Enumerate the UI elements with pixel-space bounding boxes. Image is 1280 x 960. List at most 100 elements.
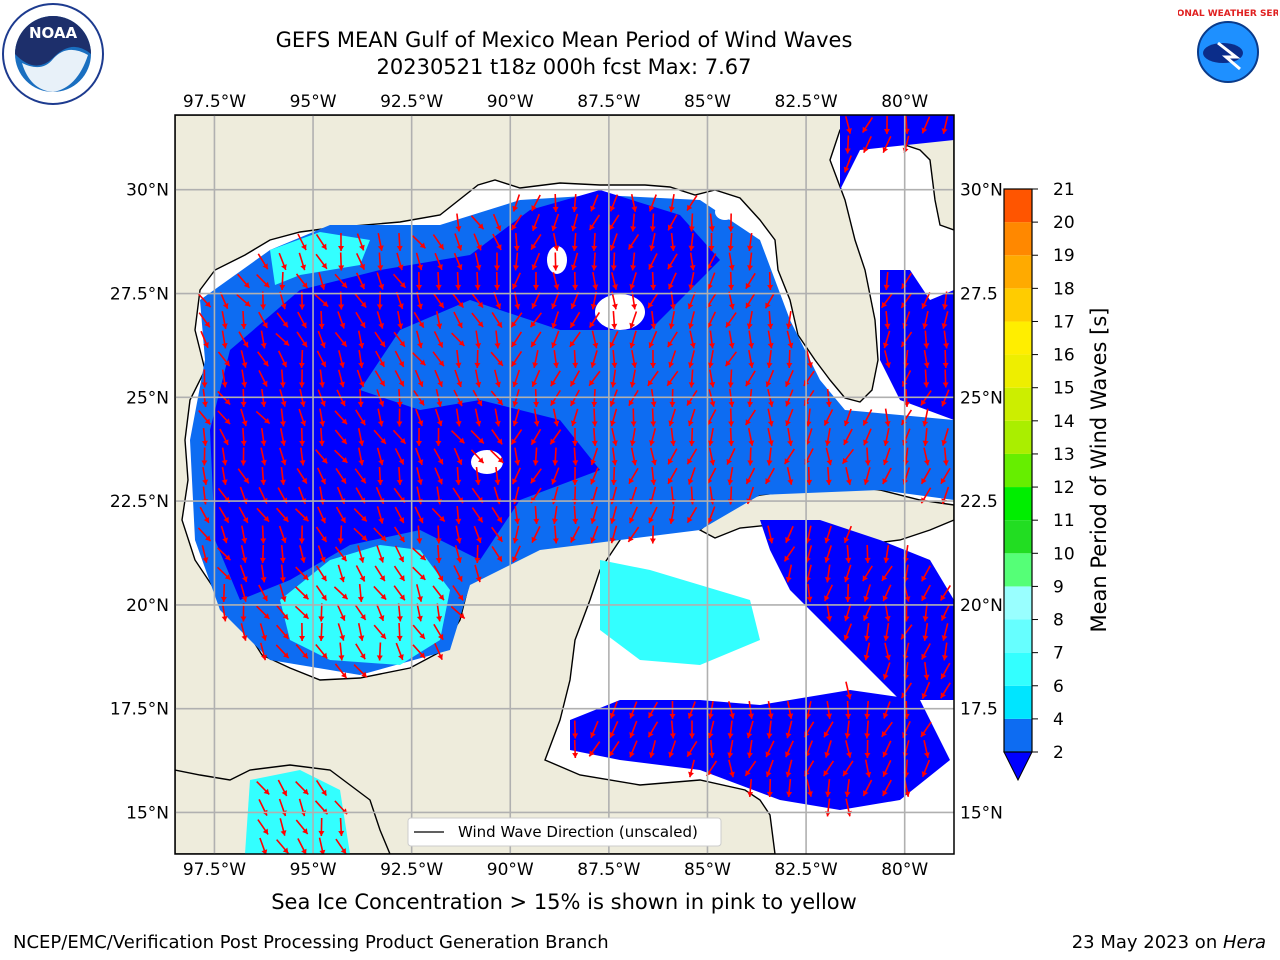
wave-direction-arrowhead xyxy=(357,401,364,407)
wave-direction-arrowhead xyxy=(221,479,228,485)
wave-direction-arrowhead xyxy=(881,301,888,308)
wave-direction-arrowhead xyxy=(341,457,348,463)
wave-direction-arrowhead xyxy=(320,478,326,485)
wave-direction-arrowhead xyxy=(533,401,540,407)
wave-direction-arrowhead xyxy=(572,752,579,758)
wave-direction-arrowhead xyxy=(380,593,387,600)
wave-direction-arrowhead xyxy=(511,360,517,367)
wave-direction-arrowhead xyxy=(532,460,539,466)
colorbar-tick-label: 9 xyxy=(1053,577,1064,597)
wave-direction-arrowhead xyxy=(340,848,347,854)
wave-direction-arrowhead xyxy=(396,635,403,641)
wave-direction-arrowhead xyxy=(260,538,267,544)
wave-direction-arrowhead xyxy=(359,321,366,328)
wave-direction-arrowhead xyxy=(550,380,556,387)
wave-direction-arrowhead xyxy=(843,439,849,445)
wave-direction-arrowhead xyxy=(415,440,422,446)
wave-direction-arrowhead xyxy=(747,245,753,251)
wave-direction-arrowhead xyxy=(300,557,306,563)
wave-direction-arrowhead xyxy=(496,516,502,523)
wave-direction-arrowhead xyxy=(435,538,442,544)
wave-direction-arrowhead xyxy=(922,323,929,329)
wave-direction-arrowhead xyxy=(862,575,868,582)
wave-direction-arrowhead xyxy=(396,479,403,485)
wave-direction-arrowhead xyxy=(865,771,872,778)
wave-direction-arrowhead xyxy=(923,343,930,349)
wave-direction-arrowhead xyxy=(339,576,346,583)
wave-direction-arrowhead xyxy=(787,342,794,349)
wave-direction-arrowhead xyxy=(361,535,368,541)
wave-direction-arrowhead xyxy=(279,557,286,563)
wave-direction-arrowhead xyxy=(398,303,404,309)
wave-direction-arrowhead xyxy=(242,576,248,582)
wave-direction-arrowhead xyxy=(767,713,774,719)
wave-direction-arrowhead xyxy=(630,226,637,232)
wave-direction-arrowhead xyxy=(863,479,870,485)
colorbar-band xyxy=(1004,487,1032,521)
missing-data-patch xyxy=(715,204,735,220)
wave-direction-arrowhead xyxy=(921,771,928,777)
wave-direction-arrowhead xyxy=(419,633,425,639)
wave-direction-arrowhead xyxy=(707,322,713,329)
wave-direction-arrowhead xyxy=(553,284,560,290)
wave-direction-arrowhead xyxy=(495,303,502,309)
wave-direction-arrowhead xyxy=(476,537,482,543)
wave-direction-arrowhead xyxy=(260,401,267,407)
wave-direction-arrowhead xyxy=(496,438,503,445)
wave-direction-arrowhead xyxy=(767,284,774,290)
wave-direction-arrowhead xyxy=(530,477,537,484)
wave-direction-arrowhead xyxy=(457,575,463,582)
wave-direction-arrowhead xyxy=(280,440,287,446)
wave-direction-arrowhead xyxy=(729,771,735,778)
wave-direction-arrowhead xyxy=(512,478,518,485)
wave-direction-arrowhead xyxy=(512,420,519,427)
wave-direction-arrowhead xyxy=(689,342,696,349)
wave-direction-arrowhead xyxy=(786,362,793,368)
wave-direction-arrowhead xyxy=(631,362,638,368)
wave-direction-arrowhead xyxy=(572,440,579,446)
wave-direction-arrowhead xyxy=(511,341,517,348)
wave-direction-arrowhead xyxy=(204,535,211,542)
wave-direction-arrowhead xyxy=(629,440,636,446)
wave-direction-arrowhead xyxy=(397,323,404,329)
colorbar-tick-label: 13 xyxy=(1053,445,1075,465)
wave-direction-arrowhead xyxy=(767,342,774,349)
wave-direction-arrowhead xyxy=(767,537,774,544)
wave-direction-arrowhead xyxy=(552,206,559,212)
wave-direction-arrowhead xyxy=(669,245,676,251)
wave-direction-arrowhead xyxy=(923,362,930,368)
wave-direction-arrowhead xyxy=(589,224,595,231)
lon-tick-label-top: 90°W xyxy=(487,92,534,112)
wave-direction-arrowhead xyxy=(785,771,792,778)
wave-direction-arrowhead xyxy=(438,594,444,601)
wave-direction-arrowhead xyxy=(824,440,831,446)
wave-direction-arrowhead xyxy=(260,577,267,583)
wave-direction-arrowhead xyxy=(224,418,231,425)
wave-direction-arrowhead xyxy=(669,733,676,739)
wave-direction-arrowhead xyxy=(884,323,891,329)
wave-direction-arrowhead xyxy=(437,264,443,270)
wave-direction-arrowhead xyxy=(341,418,348,425)
wave-direction-arrowhead xyxy=(380,535,387,542)
wave-direction-arrowhead xyxy=(628,536,634,542)
wave-direction-arrowhead xyxy=(418,399,425,406)
lat-tick-label-left: 22.5°N xyxy=(110,492,169,512)
wave-direction-arrowhead xyxy=(417,342,423,349)
colorbar-tick-label: 8 xyxy=(1053,611,1064,631)
colorbar-band xyxy=(1004,652,1032,686)
wave-direction-arrowhead xyxy=(341,438,347,445)
colorbar-tick-label: 18 xyxy=(1053,279,1075,299)
wave-direction-arrowhead xyxy=(399,340,405,347)
wave-direction-arrowhead xyxy=(785,732,792,739)
wave-direction-arrowhead xyxy=(476,244,482,251)
wave-direction-arrowhead xyxy=(687,399,693,406)
lon-tick-label-bottom: 82.5°W xyxy=(775,860,838,880)
wave-direction-arrowhead xyxy=(455,284,462,290)
wave-direction-arrowhead xyxy=(398,517,405,523)
wave-direction-arrowhead xyxy=(942,460,949,466)
wave-direction-arrowhead xyxy=(338,304,345,310)
noaa-logo-text: NOAA xyxy=(29,24,78,42)
colorbar-band xyxy=(1004,420,1032,454)
wave-direction-arrowhead xyxy=(298,538,305,544)
lon-tick-label-top: 80°W xyxy=(881,92,928,112)
